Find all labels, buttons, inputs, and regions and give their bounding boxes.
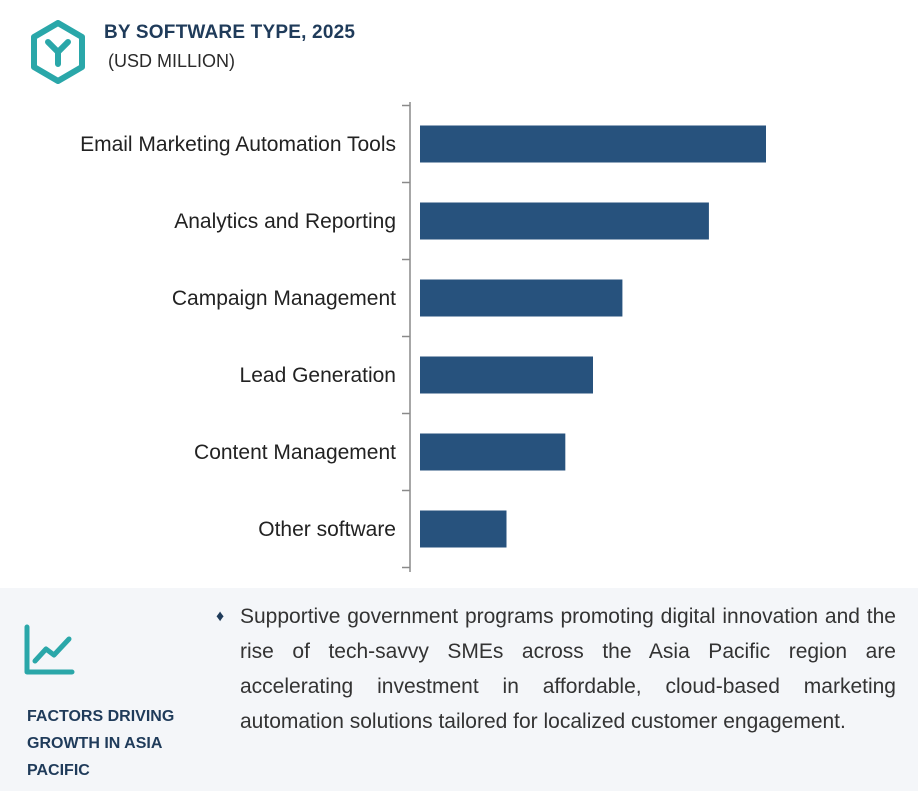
factors-heading: FACTORS DRIVING GROWTH IN ASIA PACIFIC — [27, 708, 175, 779]
hexagon-logo-icon — [31, 20, 85, 84]
bar — [420, 433, 566, 471]
factors-panel: FACTORS DRIVING GROWTH IN ASIA PACIFIC ♦… — [0, 588, 918, 791]
category-label: Analytics and Reporting — [174, 210, 396, 233]
bar — [420, 125, 766, 163]
category-label: Lead Generation — [240, 364, 396, 387]
bar — [420, 356, 593, 394]
diamond-bullet-icon: ♦ — [216, 608, 225, 625]
category-label: Campaign Management — [172, 287, 396, 310]
chart-subtitle: (USD MILLION) — [108, 51, 236, 71]
category-label: Email Marketing Automation Tools — [80, 133, 396, 156]
factor-bullet-text: Supportive government programs promoting… — [240, 605, 896, 733]
bar — [420, 510, 507, 548]
category-label: Content Management — [194, 441, 396, 464]
bar — [420, 202, 709, 240]
chart-title: BY SOFTWARE TYPE, 2025 — [104, 22, 356, 43]
category-label: Other software — [258, 518, 396, 541]
bar-chart: Email Marketing Automation Tools Analytic… — [80, 102, 766, 572]
bar — [420, 279, 623, 317]
trend-line-icon — [24, 624, 75, 675]
